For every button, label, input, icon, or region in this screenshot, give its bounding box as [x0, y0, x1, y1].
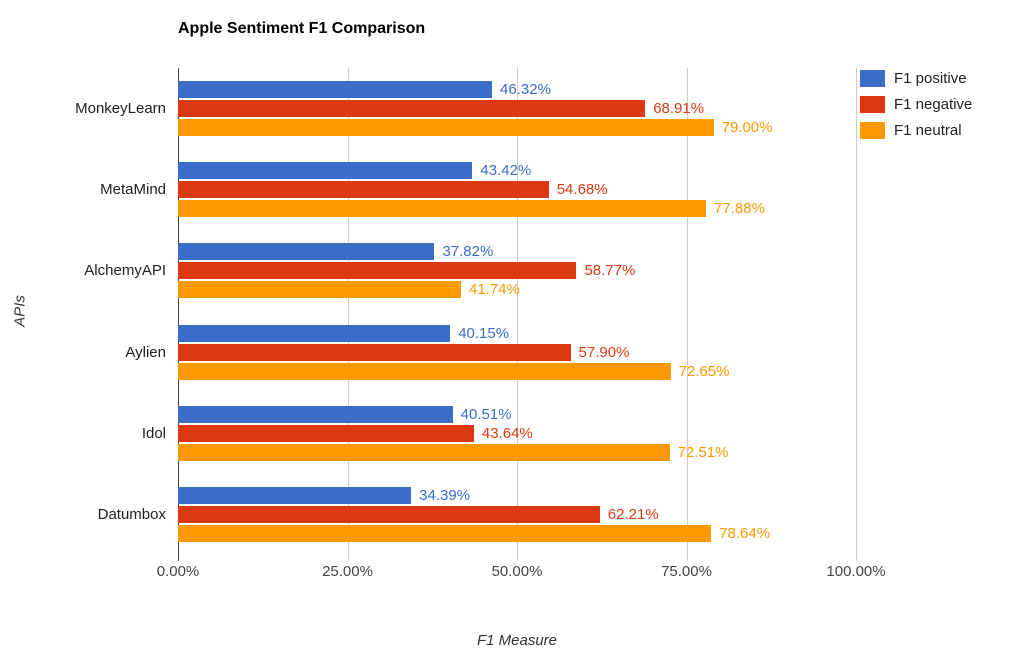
bar-value-label: 78.64%: [719, 524, 771, 542]
bar-row: 72.51%: [178, 443, 856, 461]
bar-group: 37.82% 58.77% 41.74%: [178, 230, 856, 311]
bar-row: 68.91%: [178, 100, 856, 118]
category-label: MetaMind: [100, 181, 166, 199]
bar-value-label: 46.32%: [500, 81, 551, 99]
bar-value-label: 43.42%: [480, 162, 532, 180]
category-label: Idol: [141, 424, 166, 442]
x-tick-label: 25.00%: [322, 563, 373, 580]
bar-f1-positive: [178, 324, 451, 342]
gridline: [517, 68, 518, 561]
category-labels: MonkeyLearn MetaMind AlchemyAPI Aylien Idol D…: [0, 68, 166, 555]
bar-value-label: 40.51%: [460, 405, 512, 423]
bar-f1-neutral: [178, 281, 461, 299]
category-label: Datumbox: [97, 505, 166, 523]
bar-row: 40.15%: [178, 324, 856, 342]
legend-label: F1 negative: [894, 96, 973, 113]
bar-value-label: 40.15%: [458, 324, 510, 342]
bar-f1-negative: [178, 181, 549, 199]
bar-value-label: 77.88%: [714, 200, 765, 218]
legend-swatch-f1-neutral: [860, 122, 885, 139]
category-label: MonkeyLearn: [75, 100, 166, 118]
bar-f1-neutral: [178, 362, 671, 380]
bar-row: 34.39%: [178, 486, 856, 504]
bar-groups: 46.32% 68.91% 79.00% 43.42% 54.68% 77.88% 37.8…: [178, 68, 856, 555]
bar-value-label: 79.00%: [721, 119, 773, 137]
plot-area: 46.32% 68.91% 79.00% 43.42% 54.68% 77.88% 37.8…: [178, 68, 857, 561]
legend-swatch-f1-positive: [860, 70, 885, 87]
x-axis-ticks: 0.00% 25.00% 50.00% 75.00% 100.00%: [157, 563, 886, 583]
legend: F1 positive F1 negative F1 neutral: [860, 70, 972, 139]
axis-baseline: [178, 68, 179, 561]
bar-row: 43.42%: [178, 162, 856, 180]
bar-row: 72.65%: [178, 362, 856, 380]
x-axis-title: F1 Measure: [476, 632, 558, 649]
bar-f1-negative: [178, 100, 646, 118]
bar-f1-positive: [178, 243, 435, 261]
bar-group: 40.15% 57.90% 72.65%: [178, 312, 856, 393]
legend-label: F1 neutral: [894, 122, 962, 139]
bar-group: 46.32% 68.91% 79.00%: [178, 68, 856, 149]
bar-row: 46.32%: [178, 81, 856, 99]
bar-row: 54.68%: [178, 181, 856, 199]
legend-swatch-f1-negative: [860, 96, 885, 113]
x-tick-label: 0.00%: [156, 563, 200, 580]
bar-value-label: 37.82%: [442, 243, 494, 261]
bar-value-label: 57.90%: [578, 343, 630, 361]
bar-value-label: 41.74%: [468, 281, 520, 299]
bar-f1-neutral: [178, 119, 714, 137]
bar-value-label: 68.91%: [653, 100, 705, 118]
gridline: [856, 68, 857, 561]
bar-f1-neutral: [178, 524, 712, 542]
bar-f1-negative: [178, 505, 600, 523]
bar-f1-positive: [178, 405, 453, 423]
legend-item: F1 negative: [860, 96, 972, 113]
bar-row: 58.77%: [178, 262, 856, 280]
bar-row: 43.64%: [178, 424, 856, 442]
bar-f1-negative: [178, 262, 577, 280]
bar-value-label: 62.21%: [607, 505, 659, 523]
category-label: Aylien: [125, 343, 166, 361]
gridline: [347, 68, 349, 561]
legend-item: F1 positive: [860, 70, 972, 87]
legend-item: F1 neutral: [860, 122, 972, 139]
bar-value-label: 72.51%: [677, 443, 729, 461]
bar-row: 37.82%: [178, 243, 856, 261]
bar-f1-positive: [178, 486, 412, 504]
bar-f1-negative: [178, 424, 474, 442]
legend-label: F1 positive: [894, 70, 967, 87]
category-label: AlchemyAPI: [84, 262, 166, 280]
bar-value-label: 54.68%: [556, 181, 608, 199]
x-tick-label: 100.00%: [826, 563, 886, 580]
bar-group: 40.51% 43.64% 72.51%: [178, 393, 856, 474]
bar-row: 78.64%: [178, 524, 856, 542]
bar-row: 57.90%: [178, 343, 856, 361]
x-tick-label: 75.00%: [661, 563, 712, 580]
bar-f1-neutral: [178, 200, 707, 218]
bar-value-label: 58.77%: [584, 262, 636, 280]
bar-f1-positive: [178, 162, 473, 180]
bar-value-label: 72.65%: [678, 362, 730, 380]
bar-f1-neutral: [178, 443, 670, 461]
gridline: [686, 68, 688, 561]
bar-row: 40.51%: [178, 405, 856, 423]
bar-row: 79.00%: [178, 119, 856, 137]
bar-row: 41.74%: [178, 281, 856, 299]
bar-group: 34.39% 62.21% 78.64%: [178, 474, 856, 555]
bar-f1-positive: [178, 81, 493, 99]
bar-row: 62.21%: [178, 505, 856, 523]
bar-f1-negative: [178, 343, 571, 361]
bar-row: 77.88%: [178, 200, 856, 218]
x-tick-label: 50.00%: [491, 563, 543, 580]
chart-title: Apple Sentiment F1 Comparison: [178, 20, 426, 37]
bar-value-label: 34.39%: [419, 486, 471, 504]
bar-value-label: 43.64%: [481, 424, 533, 442]
bar-group: 43.42% 54.68% 77.88%: [178, 149, 856, 230]
